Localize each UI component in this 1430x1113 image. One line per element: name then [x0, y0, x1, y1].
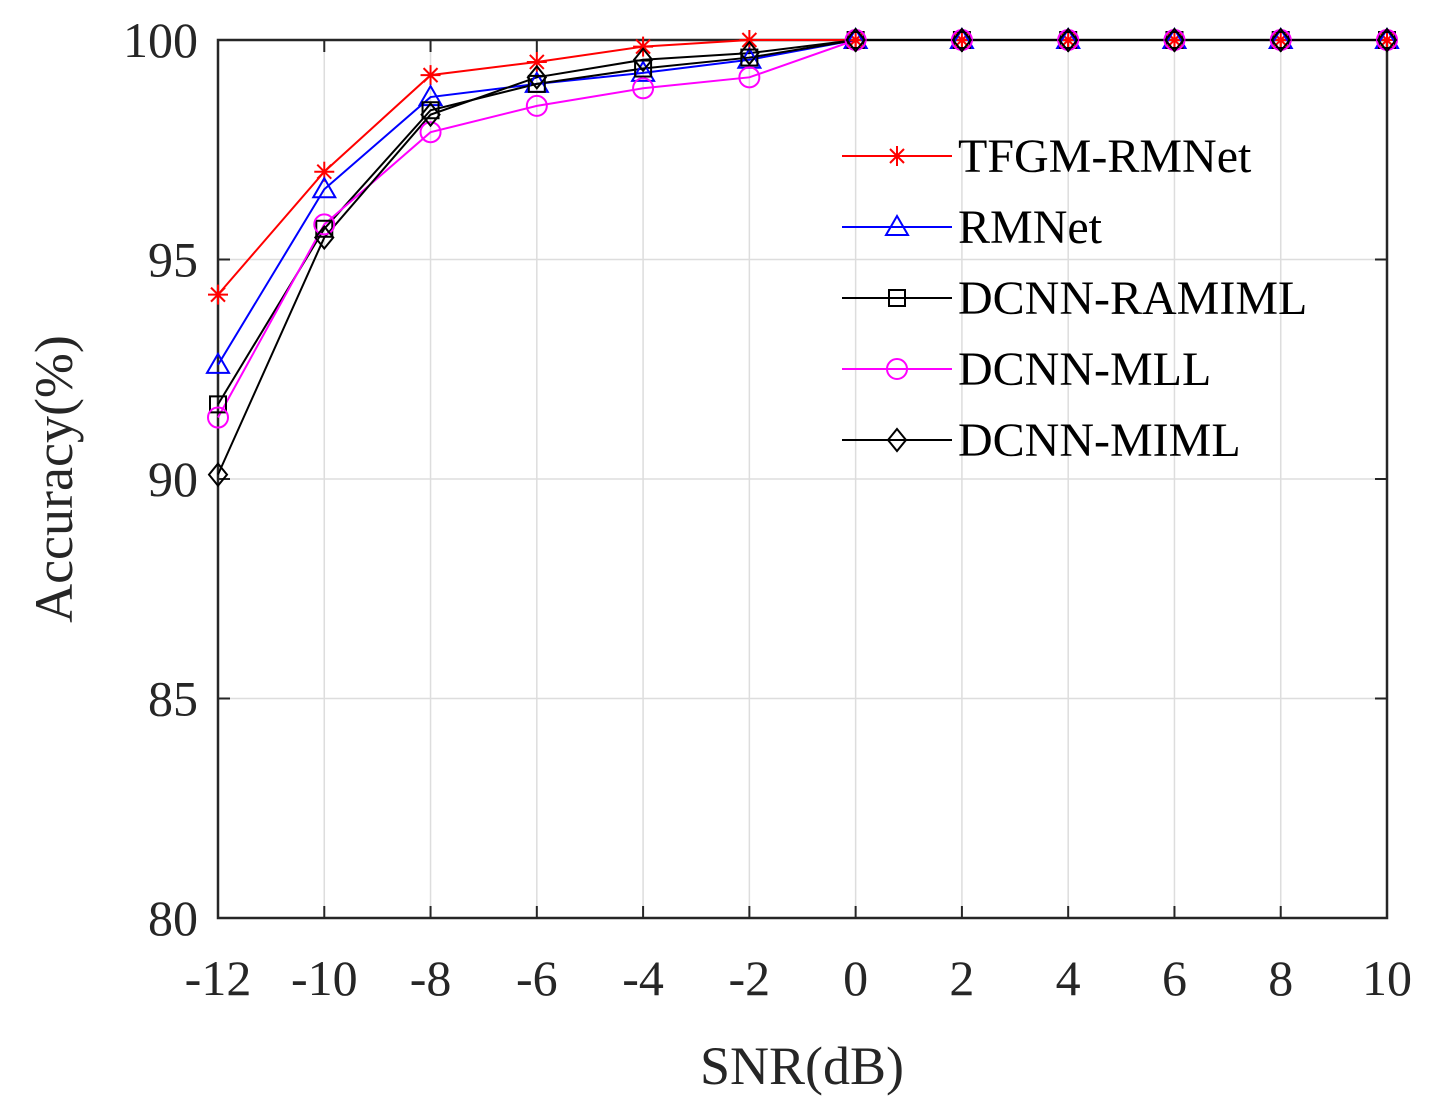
data-point [209, 395, 227, 414]
legend-marker [888, 289, 906, 307]
data-point-stroke [741, 32, 758, 48]
legend-label: RMNet [958, 201, 1103, 254]
legend-item-dcnn-ramiml: DCNN-RAMIML [842, 272, 1307, 325]
legend: TFGM-RMNet RMNet DCNN-RAMIML DCNN-MLL DCNN-M… [842, 130, 1307, 467]
legend-item-rmnet: RMNet [842, 201, 1103, 254]
legend-item-dcnn-miml: DCNN-MIML [842, 414, 1241, 467]
x-tick-label: -8 [410, 950, 452, 1006]
y-tick-label: 95 [148, 232, 198, 288]
data-point [207, 406, 229, 429]
data-point [525, 94, 548, 117]
data-point [1164, 27, 1185, 53]
data-point [311, 176, 338, 199]
y-tick-label: 85 [148, 671, 198, 727]
x-tick-label: -6 [516, 950, 558, 1006]
data-point [951, 27, 973, 53]
data-point-stroke [635, 38, 651, 55]
legend-marker [886, 358, 908, 380]
data-point [420, 102, 441, 128]
data-point [738, 66, 761, 89]
data-point [419, 121, 442, 144]
x-tick-label: 0 [843, 950, 868, 1006]
data-point-stroke [210, 286, 226, 303]
legend-label: DCNN-RAMIML [958, 272, 1307, 325]
data-point [630, 59, 656, 82]
x-axis-title: SNR(dB) [700, 1036, 904, 1096]
data-point [526, 51, 547, 72]
y-tick-label: 80 [148, 890, 198, 946]
data-point [527, 74, 546, 93]
x-tick-labels: -12 -10 -8 -6 -4 -2 0 2 4 6 8 10 [185, 950, 1412, 1006]
series-lines [217, 39, 1387, 476]
x-tick-label: 10 [1362, 950, 1412, 1006]
legend-marker [887, 146, 907, 166]
data-point [1270, 27, 1292, 53]
data-point [313, 224, 335, 251]
x-tick-label: 4 [1056, 950, 1081, 1006]
x-tick-label: 6 [1162, 950, 1187, 1006]
y-tick-label: 100 [123, 12, 198, 68]
grid [217, 39, 1388, 919]
data-point [208, 284, 228, 305]
x-tick-label: 2 [949, 950, 974, 1006]
data-point-stroke [422, 67, 439, 83]
legend-marker [884, 214, 910, 236]
data-point [313, 213, 336, 236]
y-tick-label: 90 [148, 451, 198, 507]
series-line-dcnn-miml [217, 39, 1387, 476]
data-point [207, 462, 229, 488]
legend-label: DCNN-MIML [958, 414, 1241, 467]
legend-marker-stroke [889, 148, 905, 164]
data-point [739, 40, 760, 66]
legend-item-tfgm-rmnet: TFGM-RMNet [842, 130, 1252, 183]
data-point [526, 64, 548, 90]
series-markers [205, 27, 1400, 488]
data-point-stroke [316, 163, 332, 180]
data-point [634, 59, 653, 78]
legend-item-dcnn-mll: DCNN-MLL [842, 343, 1211, 396]
data-point [1376, 27, 1398, 53]
data-point [845, 27, 866, 53]
data-point [420, 65, 441, 86]
legend-label: DCNN-MLL [958, 343, 1211, 396]
data-point [632, 47, 654, 73]
data-point [205, 351, 231, 374]
legend-marker [886, 427, 908, 453]
data-point [1057, 27, 1079, 53]
x-tick-label: -12 [185, 950, 252, 1006]
x-tick-label: -2 [729, 950, 771, 1006]
data-point [633, 36, 654, 57]
x-tick-label: -10 [291, 950, 358, 1006]
data-point-stroke [529, 54, 545, 70]
x-tick-label: 8 [1268, 950, 1293, 1006]
y-tick-labels: 80 85 90 95 100 [123, 12, 198, 946]
data-point [739, 30, 760, 50]
data-point [632, 77, 655, 100]
x-tick-label: -4 [622, 950, 664, 1006]
legend-label: TFGM-RMNet [958, 130, 1252, 183]
y-axis-title: Accuracy(%) [24, 335, 84, 623]
